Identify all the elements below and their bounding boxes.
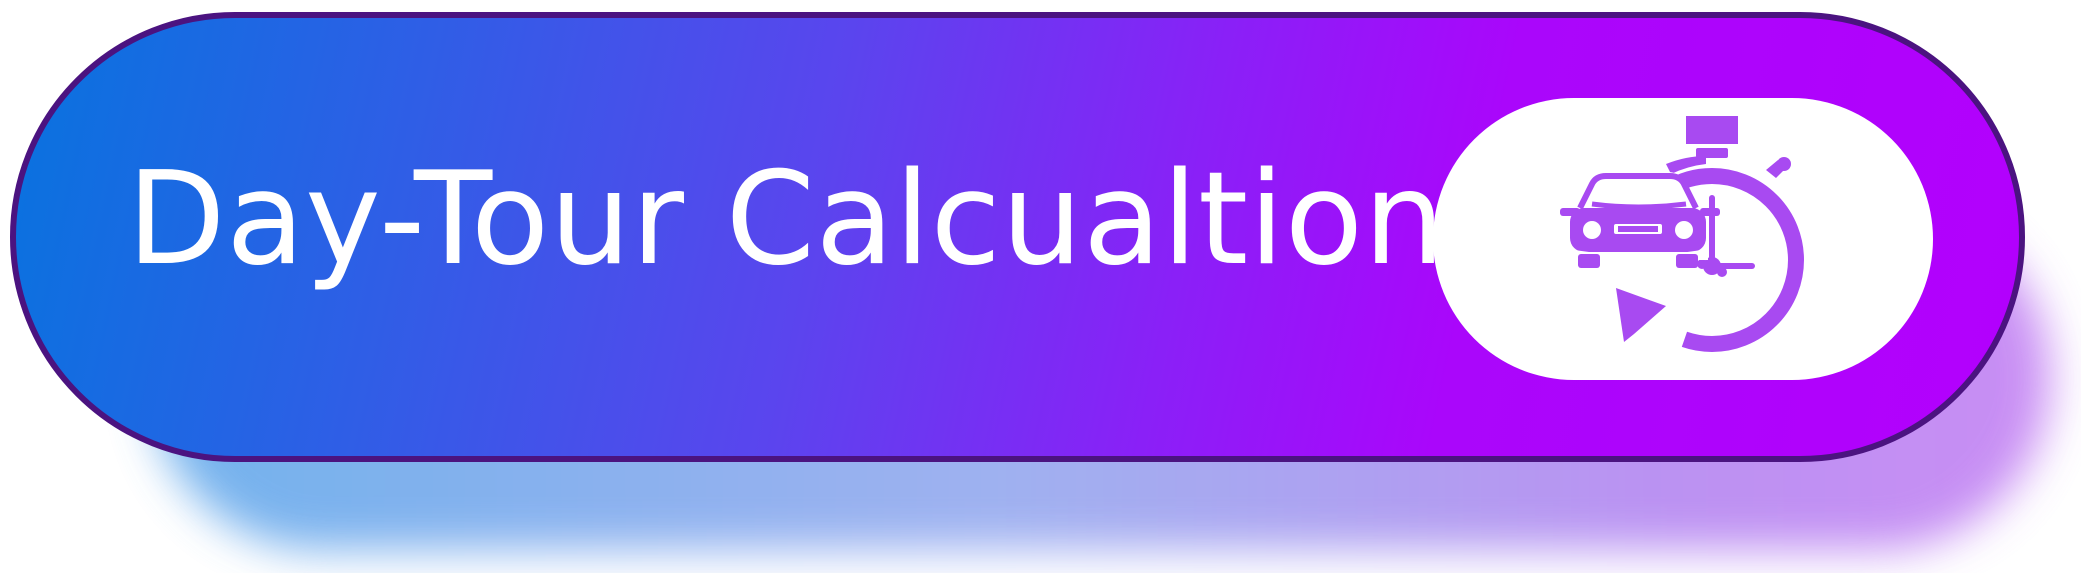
car-stopwatch-icon: [1552, 116, 1804, 352]
button-label: Day-Tour Calcualtion: [127, 145, 1446, 294]
